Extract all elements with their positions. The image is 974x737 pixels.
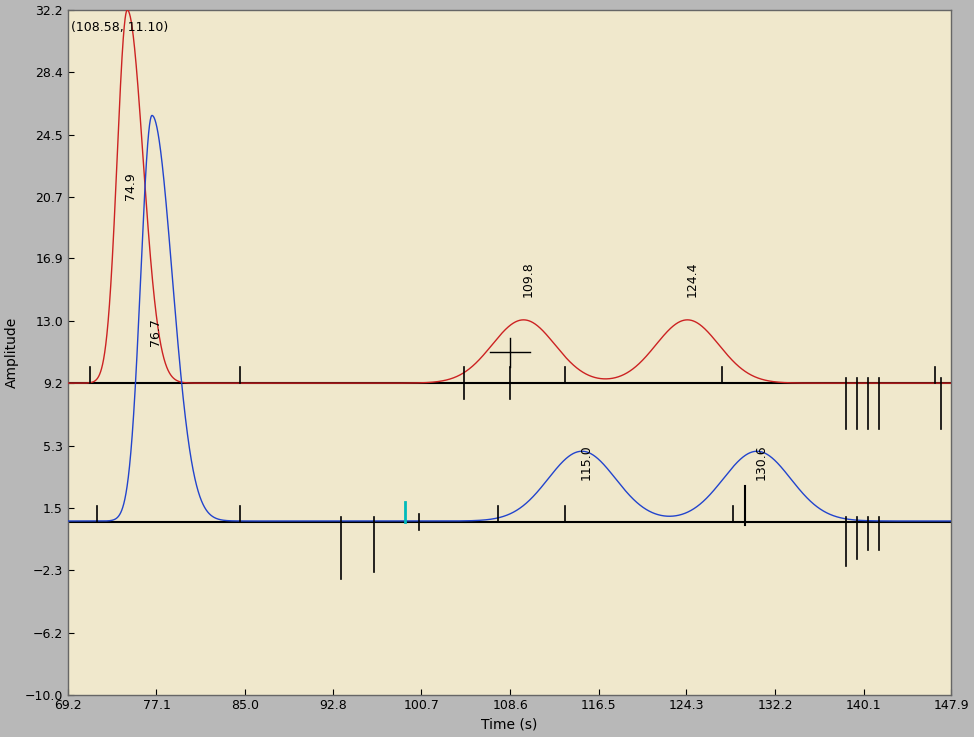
Text: 76.7: 76.7: [149, 318, 162, 346]
Text: 124.4: 124.4: [686, 262, 698, 297]
Y-axis label: Amplitude: Amplitude: [5, 317, 19, 388]
Text: (108.58, 11.10): (108.58, 11.10): [71, 21, 169, 35]
Text: 130.6: 130.6: [755, 445, 768, 481]
Text: 115.0: 115.0: [580, 444, 593, 481]
Text: 74.9: 74.9: [124, 172, 137, 200]
X-axis label: Time (s): Time (s): [481, 718, 538, 732]
Text: 109.8: 109.8: [521, 262, 535, 297]
